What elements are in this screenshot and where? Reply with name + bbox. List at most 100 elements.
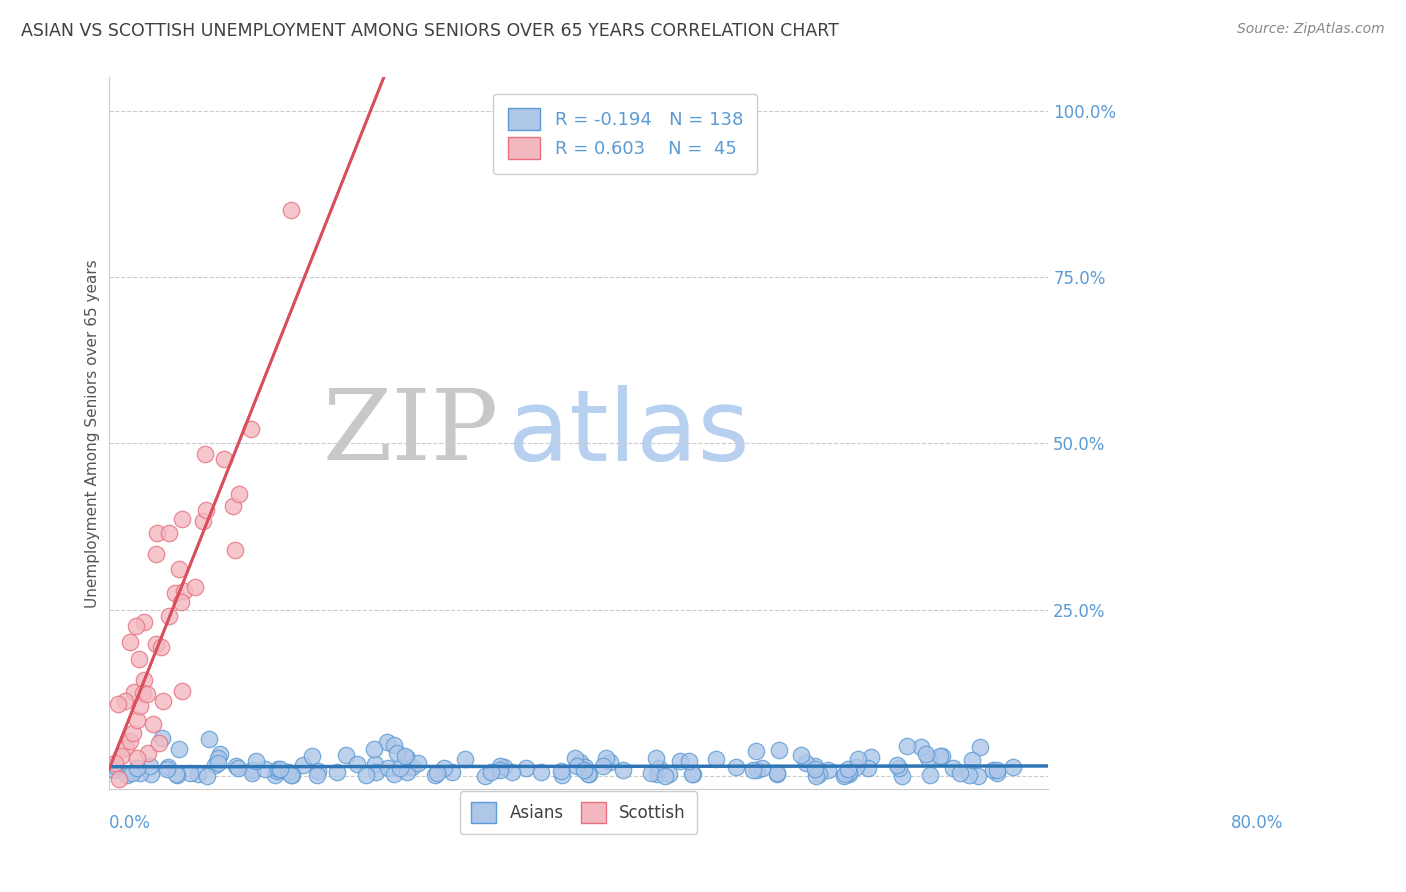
Point xyxy=(114,693,136,707)
Point xyxy=(765,767,787,781)
Point xyxy=(501,764,523,779)
Point xyxy=(668,754,690,768)
Point xyxy=(682,766,704,780)
Point xyxy=(377,735,399,749)
Point xyxy=(136,746,159,760)
Point xyxy=(224,542,246,557)
Point xyxy=(228,487,250,501)
Point xyxy=(145,637,167,651)
Point xyxy=(612,764,634,778)
Point xyxy=(107,697,129,711)
Point xyxy=(574,760,596,774)
Point xyxy=(240,764,263,778)
Point xyxy=(239,422,262,436)
Point xyxy=(157,525,180,540)
Point xyxy=(817,763,839,777)
Point xyxy=(280,768,302,782)
Point xyxy=(654,768,676,782)
Point xyxy=(179,765,201,780)
Point xyxy=(129,765,152,780)
Point xyxy=(794,756,817,771)
Point xyxy=(240,766,263,780)
Point xyxy=(170,684,193,698)
Point xyxy=(166,766,188,780)
Text: ZIP: ZIP xyxy=(322,385,499,481)
Text: Source: ZipAtlas.com: Source: ZipAtlas.com xyxy=(1237,22,1385,37)
Point xyxy=(576,767,599,781)
Point xyxy=(280,203,302,218)
Point xyxy=(678,754,700,768)
Point xyxy=(170,595,193,609)
Point xyxy=(804,769,827,783)
Point xyxy=(139,758,162,772)
Point xyxy=(550,764,572,778)
Text: 0.0%: 0.0% xyxy=(108,814,150,832)
Point xyxy=(136,687,159,701)
Point xyxy=(704,752,727,766)
Point xyxy=(572,763,595,777)
Point xyxy=(741,764,763,778)
Point xyxy=(184,580,207,594)
Point xyxy=(132,685,155,699)
Point xyxy=(150,731,173,745)
Point xyxy=(307,768,329,782)
Point xyxy=(187,767,209,781)
Point xyxy=(551,768,574,782)
Point xyxy=(125,619,148,633)
Point xyxy=(385,747,408,761)
Point xyxy=(127,751,149,765)
Point xyxy=(942,761,965,775)
Point xyxy=(745,744,768,758)
Point xyxy=(834,767,856,781)
Text: atlas: atlas xyxy=(508,384,749,482)
Point xyxy=(838,767,860,781)
Point xyxy=(595,750,617,764)
Point xyxy=(565,759,588,773)
Point xyxy=(599,756,621,770)
Point xyxy=(382,766,405,780)
Point xyxy=(197,769,219,783)
Point xyxy=(146,525,169,540)
Point xyxy=(214,452,236,467)
Point xyxy=(169,562,191,576)
Point xyxy=(426,765,449,780)
Point xyxy=(918,768,941,782)
Point xyxy=(118,635,141,649)
Point xyxy=(141,767,163,781)
Point xyxy=(107,772,129,786)
Point xyxy=(207,756,229,770)
Point xyxy=(366,765,388,780)
Point xyxy=(681,767,703,781)
Point xyxy=(425,768,447,782)
Point xyxy=(193,514,215,528)
Point xyxy=(751,761,773,775)
Point xyxy=(269,763,291,777)
Point xyxy=(292,757,315,772)
Point xyxy=(917,751,939,765)
Point xyxy=(515,761,537,775)
Point xyxy=(891,769,914,783)
Point xyxy=(645,750,668,764)
Point xyxy=(845,759,868,773)
Point xyxy=(110,749,132,764)
Point xyxy=(150,640,173,654)
Legend: Asians, Scottish: Asians, Scottish xyxy=(460,790,697,834)
Point xyxy=(910,740,932,755)
Point xyxy=(354,767,377,781)
Point xyxy=(172,512,194,526)
Point xyxy=(163,586,186,600)
Point xyxy=(394,749,416,764)
Point xyxy=(209,747,232,761)
Point xyxy=(931,748,953,763)
Point xyxy=(264,767,287,781)
Point xyxy=(118,734,141,748)
Point xyxy=(578,766,600,780)
Point xyxy=(167,741,190,756)
Point xyxy=(433,761,456,775)
Point xyxy=(253,762,276,776)
Point xyxy=(335,748,357,763)
Point xyxy=(724,759,747,773)
Point xyxy=(889,760,911,774)
Point xyxy=(127,761,149,775)
Point xyxy=(280,767,302,781)
